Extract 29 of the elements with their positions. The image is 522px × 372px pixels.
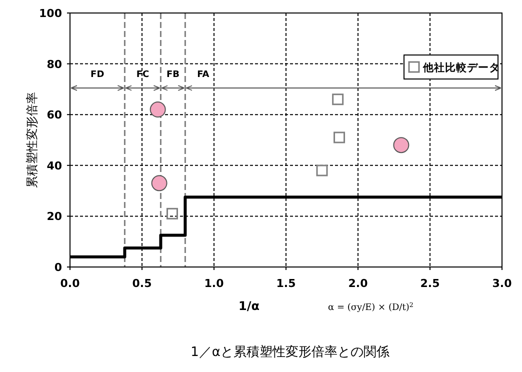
y-tick-label: 40 bbox=[46, 159, 62, 172]
point bbox=[332, 94, 344, 106]
y-tick-label: 60 bbox=[46, 108, 62, 122]
annotation: FC bbox=[136, 70, 150, 80]
point bbox=[150, 102, 166, 118]
x-tick-label: 2.5 bbox=[420, 277, 440, 290]
x-tick-label: 0.5 bbox=[132, 277, 152, 290]
x-axis-title: 1/α bbox=[238, 299, 260, 313]
text: 1／αと累積塑性変形倍率との関係 bbox=[190, 344, 390, 360]
x-tick-label: 0.0 bbox=[60, 277, 80, 290]
legend-label: 他社比較データ bbox=[422, 61, 500, 74]
y-axis-title: 累積塑性変形倍率 bbox=[25, 92, 39, 188]
text: α = (σy/E) × (D/t)$^{2}$ bbox=[328, 302, 414, 313]
point bbox=[151, 175, 168, 192]
annotation: FB bbox=[166, 70, 180, 80]
annotation: FA bbox=[197, 70, 210, 80]
x-tick-label: 1.0 bbox=[204, 277, 224, 290]
y-tick-label: 0 bbox=[54, 261, 62, 274]
x-tick-label: 3.0 bbox=[492, 277, 512, 290]
x-tick-label: 2.0 bbox=[348, 277, 368, 290]
y-tick-label: 100 bbox=[39, 7, 62, 20]
point bbox=[166, 208, 178, 220]
x-tick-label: 1.5 bbox=[276, 277, 296, 290]
y-tick-label: 20 bbox=[46, 210, 62, 224]
point bbox=[334, 132, 346, 144]
point bbox=[316, 164, 328, 176]
annotation: FD bbox=[90, 70, 104, 80]
point bbox=[393, 137, 410, 154]
y-tick-label: 80 bbox=[46, 58, 62, 71]
